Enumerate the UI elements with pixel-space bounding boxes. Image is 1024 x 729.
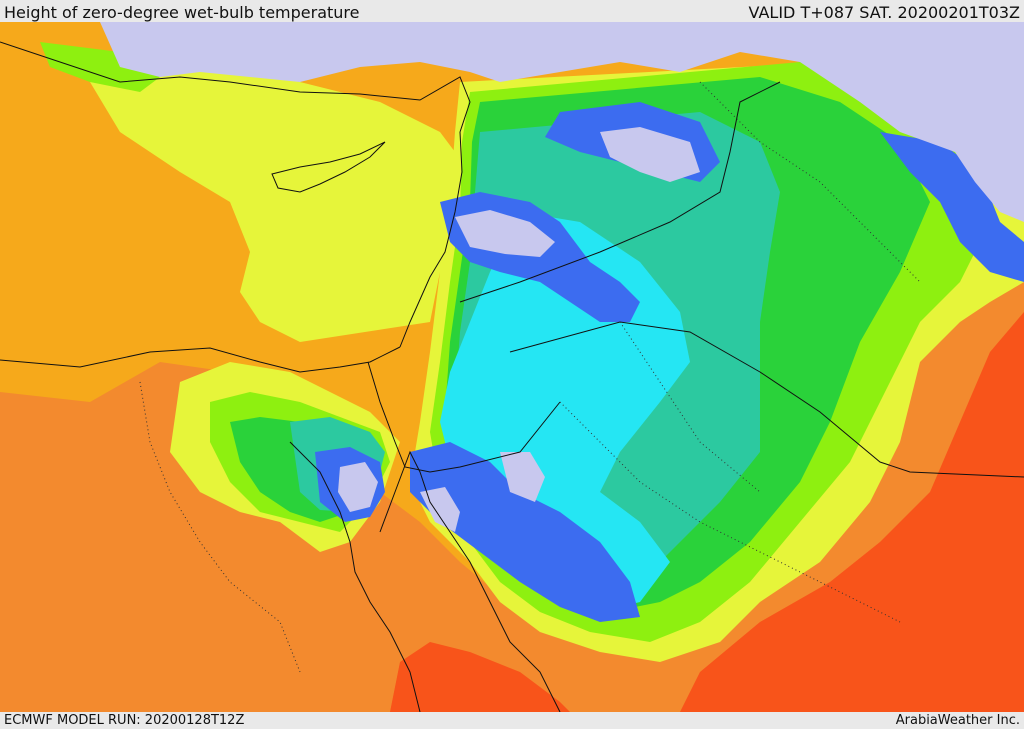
coastline-cyprus — [271, 141, 386, 193]
lavender-field-levant — [455, 210, 555, 257]
lavender-field-syria — [600, 127, 700, 182]
header-bar — [0, 0, 1024, 22]
coastline-levant — [399, 131, 463, 348]
border-jordan-saudi — [459, 81, 781, 303]
coastline-egypt-north — [0, 346, 401, 373]
valid-time: VALID T+087 SAT. 20200201T03Z — [748, 3, 1020, 22]
admin-borders-layer — [139, 81, 921, 673]
red-orange-field-east — [680, 312, 1024, 712]
coastline-red-sea-west — [289, 441, 421, 712]
map-title: Height of zero-degree wet-bulb temperatu… — [4, 3, 360, 22]
blue-field-south — [410, 442, 640, 622]
coastline-anatolia — [0, 41, 471, 133]
lavender-field-hejaz — [500, 452, 545, 502]
admin-border-4 — [619, 321, 761, 493]
lavender-field-southwest — [420, 487, 460, 532]
footer-bar — [0, 712, 1024, 729]
blue-field-northeast — [880, 132, 1024, 282]
admin-border-3 — [699, 81, 921, 283]
admin-border-1 — [139, 381, 301, 673]
border-iraq-saudi — [509, 321, 1024, 478]
lavender-field-sinai — [338, 462, 378, 512]
border-egypt-sudan-sinai — [367, 361, 561, 473]
model-run: ECMWF MODEL RUN: 20200128T12Z — [4, 713, 245, 728]
borders-layer — [0, 41, 1024, 712]
admin-border-2 — [559, 401, 901, 623]
red-orange-field-south — [390, 642, 570, 712]
lavender-field-north — [100, 22, 1024, 222]
brand-credit: ArabiaWeather Inc. — [895, 713, 1020, 728]
coastline-red-sea-east — [379, 450, 561, 712]
forecast-map — [0, 22, 1024, 712]
